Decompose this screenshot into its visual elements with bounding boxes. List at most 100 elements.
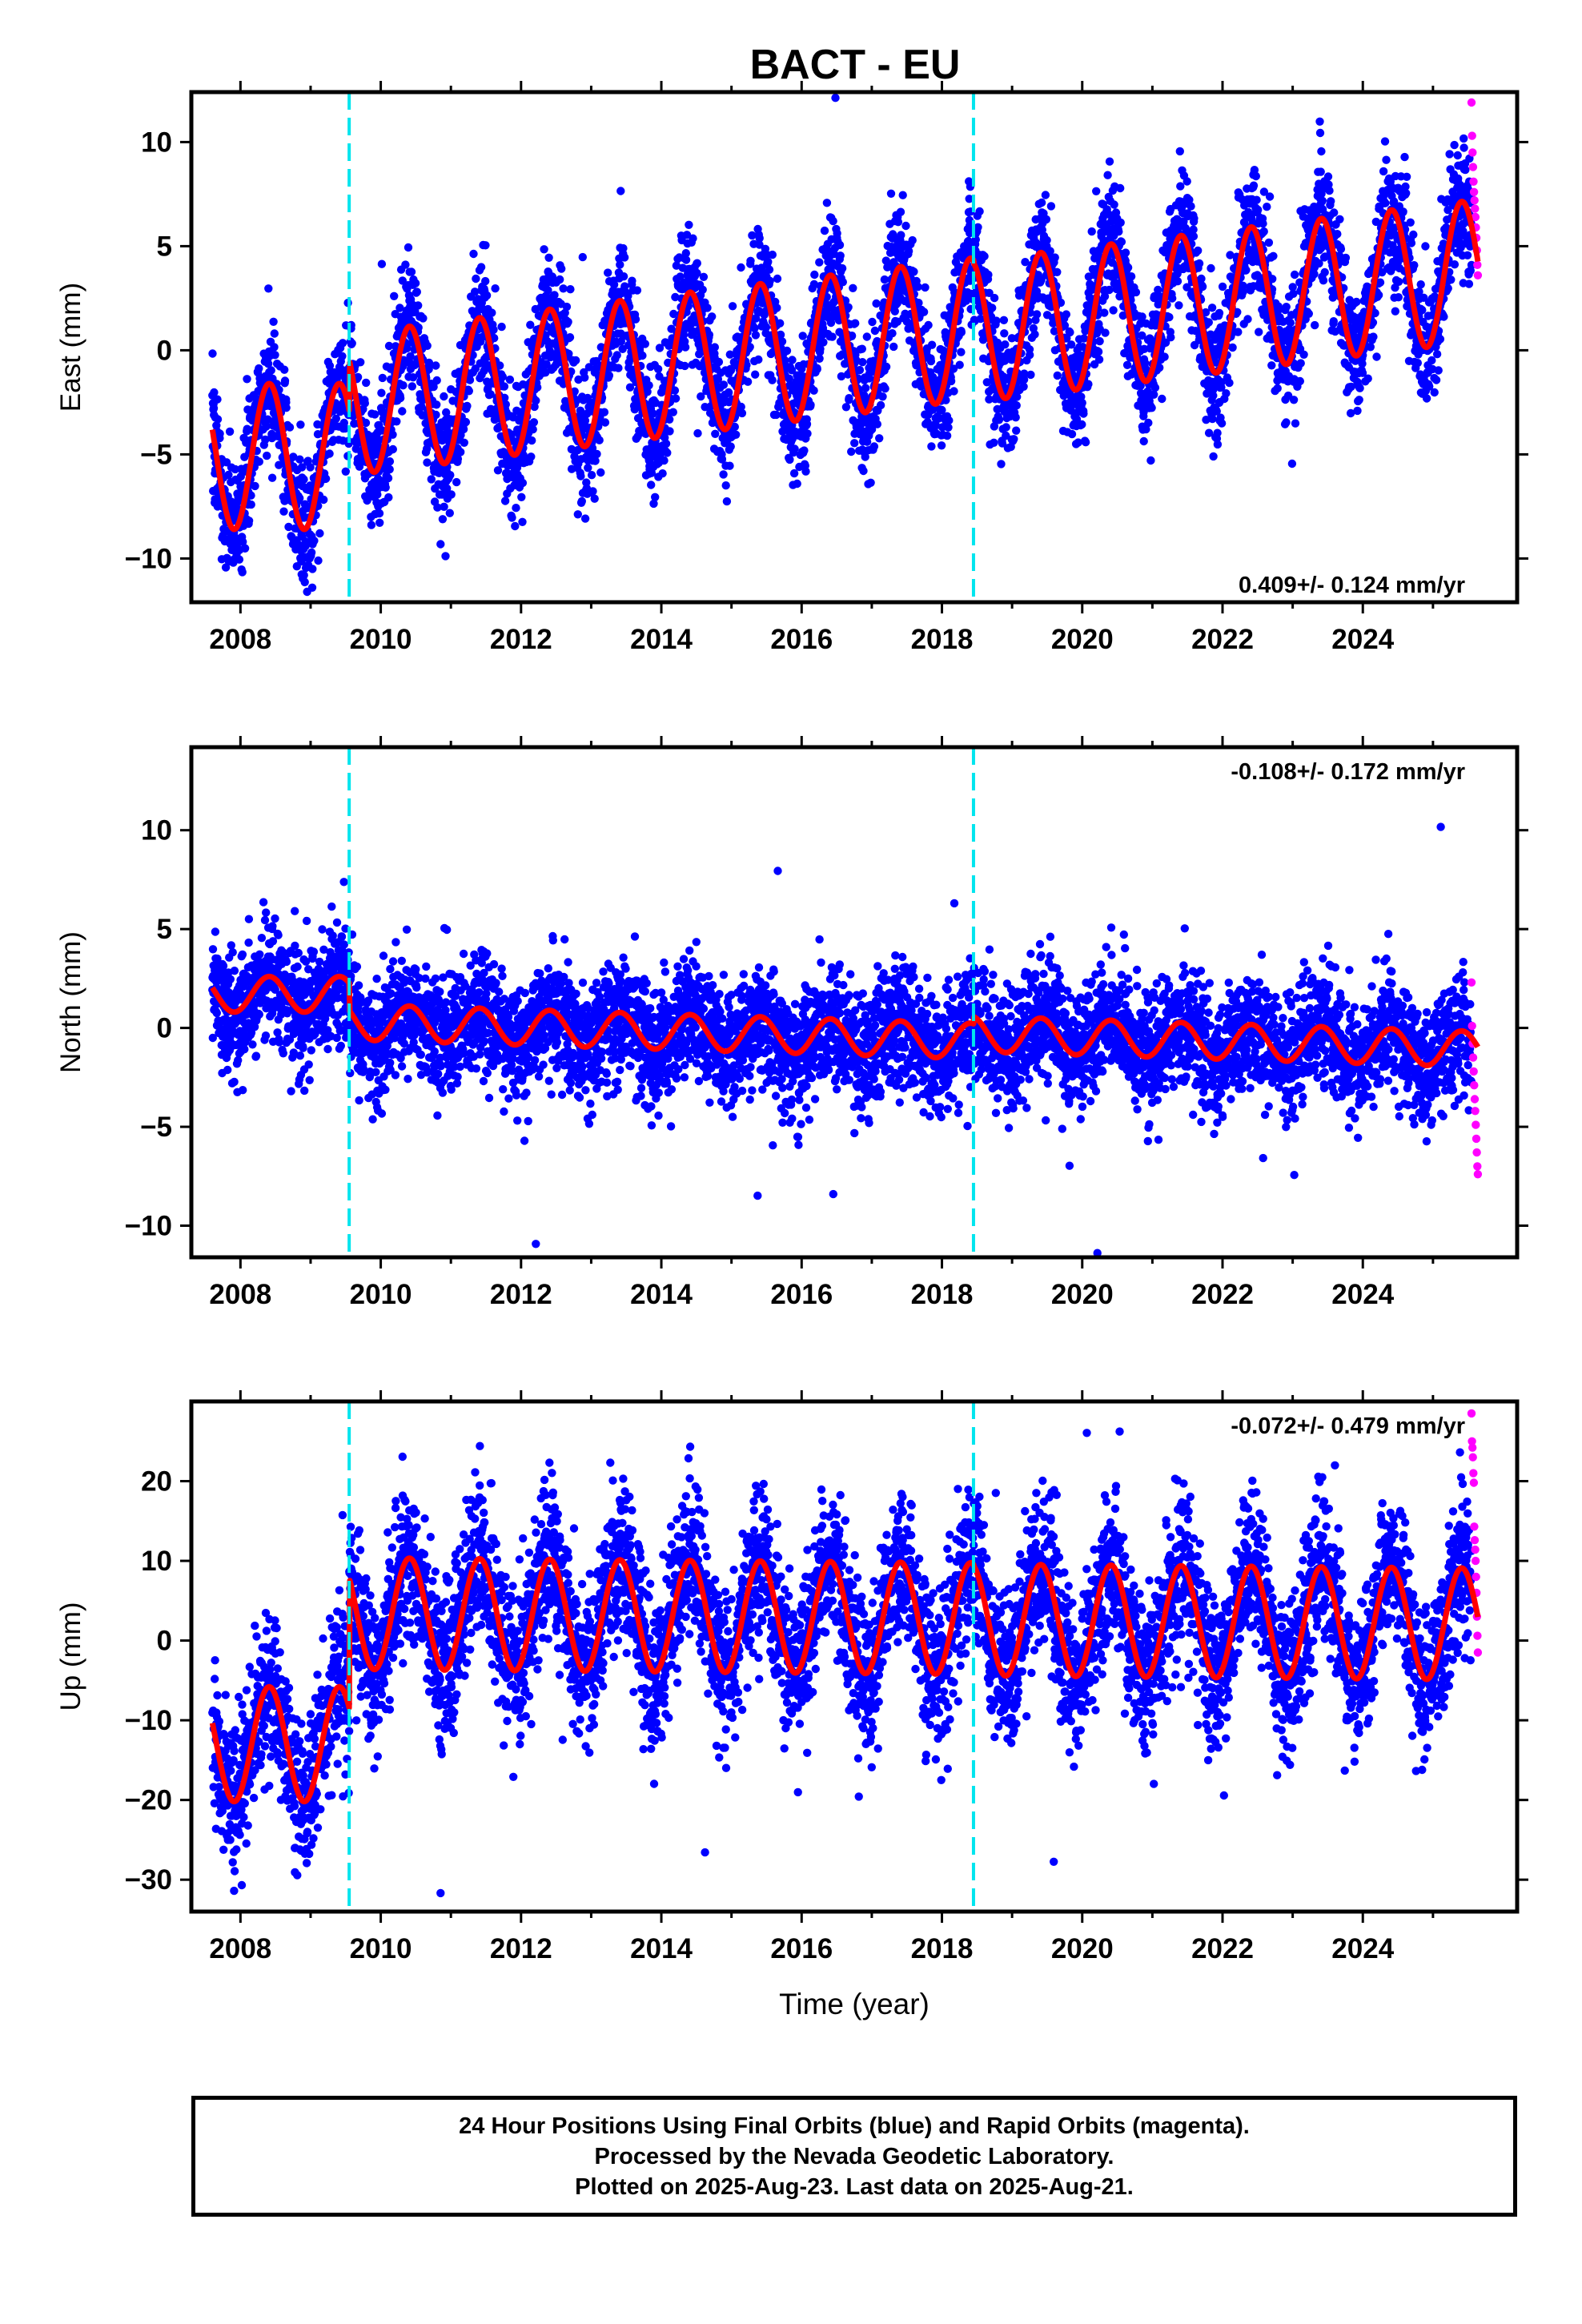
final-orbit-point bbox=[616, 187, 625, 195]
final-orbit-point bbox=[600, 408, 609, 416]
final-orbit-point bbox=[307, 583, 317, 592]
final-orbit-point bbox=[460, 438, 468, 447]
final-orbit-point bbox=[1168, 294, 1177, 303]
final-orbit-point bbox=[815, 258, 824, 267]
final-orbit-point bbox=[270, 343, 279, 352]
final-orbit-point bbox=[1175, 147, 1185, 156]
final-orbit-point bbox=[858, 358, 867, 367]
final-orbit-point bbox=[838, 278, 848, 287]
final-orbit-point bbox=[651, 493, 660, 501]
final-orbit-point bbox=[1078, 398, 1086, 408]
final-orbit-point bbox=[909, 267, 918, 276]
final-orbit-point bbox=[385, 464, 394, 474]
final-orbit-point bbox=[661, 439, 671, 448]
final-orbit-point bbox=[224, 470, 233, 480]
final-orbit-point bbox=[244, 517, 254, 525]
final-orbit-point bbox=[408, 382, 416, 391]
final-orbit-point bbox=[344, 439, 353, 448]
final-orbit-point bbox=[432, 361, 440, 370]
final-orbit-point bbox=[1050, 253, 1059, 262]
final-orbit-point bbox=[1103, 171, 1112, 179]
final-orbit-point bbox=[308, 565, 317, 573]
final-orbit-point bbox=[732, 430, 741, 439]
final-orbit-point bbox=[280, 365, 289, 374]
final-orbit-point bbox=[491, 284, 500, 293]
final-orbit-point bbox=[980, 251, 989, 261]
final-orbit-point bbox=[1166, 333, 1175, 342]
final-orbit-point bbox=[600, 418, 610, 427]
final-orbit-point bbox=[387, 363, 396, 372]
final-orbit-point bbox=[990, 293, 999, 303]
final-orbit-point bbox=[347, 339, 356, 348]
final-orbit-point bbox=[1010, 435, 1018, 444]
final-orbit-point bbox=[429, 382, 438, 392]
final-orbit-point bbox=[803, 429, 812, 438]
final-orbit-point bbox=[647, 480, 656, 489]
final-orbit-point bbox=[213, 415, 223, 424]
final-orbit-point bbox=[984, 270, 993, 279]
final-orbit-point bbox=[1101, 328, 1110, 337]
final-orbit-point bbox=[957, 348, 966, 356]
final-orbit-point bbox=[893, 218, 903, 227]
final-orbit-point bbox=[280, 376, 290, 385]
final-orbit-point bbox=[761, 323, 771, 332]
final-orbit-point bbox=[361, 418, 371, 428]
final-orbit-point bbox=[255, 364, 263, 373]
final-orbit-point bbox=[440, 502, 448, 511]
final-orbit-point bbox=[1265, 192, 1275, 201]
final-orbit-point bbox=[708, 312, 717, 321]
final-orbit-point bbox=[1146, 456, 1155, 465]
final-orbit-point bbox=[1158, 394, 1166, 404]
final-orbit-point bbox=[1155, 363, 1164, 372]
final-orbit-point bbox=[1092, 187, 1101, 195]
final-orbit-point bbox=[809, 386, 818, 395]
final-orbit-point bbox=[872, 299, 881, 308]
final-orbit-point bbox=[862, 332, 872, 341]
final-orbit-point bbox=[671, 394, 681, 403]
final-orbit-point bbox=[414, 323, 423, 332]
final-orbit-point bbox=[573, 510, 582, 519]
final-orbit-point bbox=[306, 463, 315, 472]
final-orbit-point bbox=[1195, 259, 1204, 268]
final-orbit-point bbox=[992, 316, 1001, 325]
final-orbit-point bbox=[743, 377, 753, 386]
final-orbit-point bbox=[588, 487, 597, 496]
final-orbit-point bbox=[577, 497, 586, 506]
final-orbit-point bbox=[1173, 277, 1182, 286]
final-orbit-point bbox=[424, 365, 433, 374]
final-orbit-point bbox=[490, 334, 499, 343]
final-orbit-point bbox=[919, 308, 929, 316]
final-orbit-point bbox=[631, 315, 640, 324]
final-orbit-point bbox=[1239, 287, 1248, 296]
final-orbit-point bbox=[469, 249, 478, 259]
final-orbit-point bbox=[452, 477, 461, 487]
final-orbit-point bbox=[831, 94, 840, 103]
final-orbit-point bbox=[868, 317, 877, 327]
final-orbit-point bbox=[1121, 248, 1130, 257]
final-orbit-point bbox=[619, 243, 628, 253]
final-orbit-point bbox=[1078, 420, 1086, 429]
final-orbit-point bbox=[399, 381, 408, 390]
final-orbit-point bbox=[612, 351, 621, 360]
final-orbit-point bbox=[806, 400, 815, 409]
final-orbit-point bbox=[447, 490, 456, 499]
final-orbit-point bbox=[1207, 304, 1217, 312]
final-orbit-point bbox=[1147, 404, 1156, 412]
final-orbit-point bbox=[464, 387, 473, 396]
final-orbit-point bbox=[299, 571, 308, 580]
final-orbit-point bbox=[496, 361, 504, 370]
final-orbit-point bbox=[1176, 182, 1185, 191]
final-orbit-point bbox=[1116, 183, 1125, 193]
final-orbit-point bbox=[1067, 429, 1077, 439]
final-orbit-point bbox=[1286, 318, 1295, 328]
final-orbit-point bbox=[841, 403, 851, 412]
final-orbit-point bbox=[378, 373, 387, 383]
final-orbit-point bbox=[403, 344, 412, 353]
final-orbit-point bbox=[235, 555, 244, 564]
final-orbit-point bbox=[371, 410, 379, 419]
final-orbit-point bbox=[1263, 203, 1271, 211]
final-orbit-point bbox=[438, 436, 447, 445]
final-orbit-point bbox=[1209, 391, 1218, 400]
final-orbit-point bbox=[711, 429, 720, 438]
final-orbit-point bbox=[921, 283, 930, 292]
